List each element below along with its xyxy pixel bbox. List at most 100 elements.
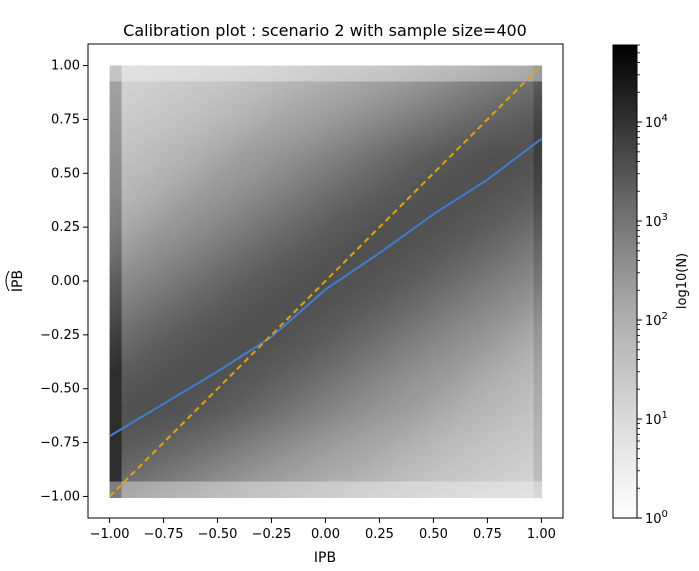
hexbin-cell xyxy=(317,213,323,218)
hexbin-cell xyxy=(221,233,227,238)
hexbin-cell xyxy=(185,157,191,162)
hexbin-cell xyxy=(369,97,375,102)
hexbin-cell xyxy=(373,173,379,178)
hexbin-cell xyxy=(521,133,527,138)
hexbin-cell xyxy=(277,113,283,118)
hexbin-cell xyxy=(517,193,523,198)
hexbin-cell xyxy=(289,165,295,170)
hexbin-cell xyxy=(505,89,511,94)
hexbin-cell xyxy=(341,205,347,210)
hexbin-cell xyxy=(533,121,539,126)
hexbin-cell xyxy=(245,129,251,134)
hexbin-cell xyxy=(125,145,131,150)
hexbin-cell xyxy=(325,177,331,182)
hexbin-cell xyxy=(325,109,331,114)
hexbin-cell xyxy=(517,137,523,142)
hexbin-cell xyxy=(317,109,323,114)
hexbin-cell xyxy=(497,73,503,78)
hexbin-cell xyxy=(213,193,219,198)
hexbin-cell xyxy=(437,125,443,130)
hexbin-cell xyxy=(493,133,499,138)
hexbin-cell xyxy=(473,141,479,146)
hexbin-cell xyxy=(485,105,491,110)
hexbin-cell xyxy=(117,149,123,154)
hexbin-cell xyxy=(501,105,507,110)
hexbin-cell xyxy=(373,169,379,174)
hexbin-cell xyxy=(225,225,231,230)
hexbin-cell xyxy=(425,125,431,130)
hexbin-cell xyxy=(513,205,519,210)
hexbin-cell xyxy=(141,189,147,194)
hexbin-cell xyxy=(229,125,235,130)
hexbin-cell xyxy=(413,209,419,214)
hexbin-cell xyxy=(277,245,283,250)
hexbin-cell xyxy=(337,169,343,174)
hexbin-cell xyxy=(413,177,419,182)
hexbin-cell xyxy=(229,245,235,250)
hexbin-cell xyxy=(141,97,147,102)
hexbin-cell xyxy=(169,221,175,226)
hexbin-cell xyxy=(293,133,299,138)
hexbin-cell xyxy=(533,169,539,174)
hexbin-cell xyxy=(213,189,219,194)
hexbin-cell xyxy=(337,145,343,150)
hexbin-cell xyxy=(309,209,315,214)
hexbin-cell xyxy=(385,121,391,126)
hexbin-cell xyxy=(477,141,483,146)
hexbin-cell xyxy=(233,201,239,206)
hexbin-cell xyxy=(389,141,395,146)
hexbin-cell xyxy=(441,121,447,126)
hexbin-cell xyxy=(509,241,515,246)
hexbin-cell xyxy=(281,209,287,214)
hexbin-cell xyxy=(217,169,223,174)
hexbin-cell xyxy=(393,109,399,114)
hexbin-cell xyxy=(233,109,239,114)
hexbin-cell xyxy=(525,245,531,250)
hexbin-cell xyxy=(185,113,191,118)
hexbin-cell xyxy=(513,197,519,202)
hexbin-cell xyxy=(513,209,519,214)
hexbin-cell xyxy=(461,109,467,114)
hexbin-cell xyxy=(425,101,431,106)
hexbin-cell xyxy=(301,225,307,230)
hexbin-cell xyxy=(397,205,403,210)
hexbin-cell xyxy=(485,245,491,250)
hexbin-cell xyxy=(221,217,227,222)
hexbin-cell xyxy=(317,161,323,166)
hexbin-cell xyxy=(505,145,511,150)
hexbin-cell xyxy=(241,81,247,86)
hexbin-cell xyxy=(145,161,151,166)
hexbin-cell xyxy=(109,189,115,194)
hexbin-cell xyxy=(409,217,415,222)
hexbin-cell xyxy=(253,201,259,206)
hexbin-cell xyxy=(337,129,343,134)
hexbin-cell xyxy=(405,181,411,186)
hexbin-cell xyxy=(277,177,283,182)
hexbin-cell xyxy=(197,185,203,190)
hexbin-cell xyxy=(497,89,503,94)
hexbin-cell xyxy=(401,141,407,146)
hexbin-cell xyxy=(129,145,135,150)
hexbin-cell xyxy=(225,185,231,190)
hexbin-cell xyxy=(189,241,195,246)
hexbin-cell xyxy=(325,153,331,158)
hexbin-cell xyxy=(357,221,363,226)
hexbin-cell xyxy=(261,169,267,174)
hexbin-cell xyxy=(513,217,519,222)
hexbin-cell xyxy=(333,225,339,230)
hexbin-cell xyxy=(137,189,143,194)
hexbin-cell xyxy=(137,209,143,214)
hexbin-cell xyxy=(245,109,251,114)
hexbin-cell xyxy=(365,89,371,94)
hexbin-cell xyxy=(469,177,475,182)
hexbin-cell xyxy=(281,161,287,166)
hexbin-cell xyxy=(149,209,155,214)
hexbin-cell xyxy=(129,141,135,146)
hexbin-cell xyxy=(433,237,439,242)
hexbin-cell xyxy=(273,213,279,218)
hexbin-cell xyxy=(413,233,419,238)
hexbin-cell xyxy=(281,237,287,242)
hexbin-cell xyxy=(465,65,471,70)
hexbin-cell xyxy=(369,121,375,126)
hexbin-cell xyxy=(121,189,127,194)
